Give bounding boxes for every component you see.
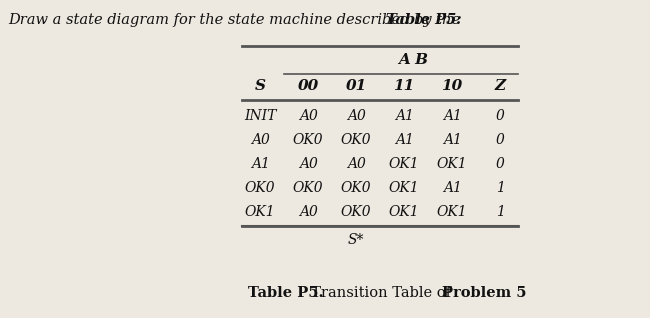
Text: OK1: OK1 <box>389 181 419 195</box>
Text: A0: A0 <box>298 157 317 171</box>
Text: A1: A1 <box>443 181 462 195</box>
Text: S: S <box>255 79 265 93</box>
Text: A0: A0 <box>298 109 317 123</box>
Text: Problem 5: Problem 5 <box>442 286 526 300</box>
Text: OK0: OK0 <box>292 181 323 195</box>
Text: OK0: OK0 <box>341 181 371 195</box>
Text: 01: 01 <box>345 79 367 93</box>
Text: A1: A1 <box>395 109 413 123</box>
Text: 0: 0 <box>495 157 504 171</box>
Text: A0: A0 <box>346 157 365 171</box>
Text: OK0: OK0 <box>244 181 276 195</box>
Text: OK1: OK1 <box>244 205 276 219</box>
Text: Draw a state diagram for the state machine described by the: Draw a state diagram for the state machi… <box>8 13 465 27</box>
Text: A0: A0 <box>346 109 365 123</box>
Text: A1: A1 <box>443 109 462 123</box>
Text: A1: A1 <box>443 133 462 147</box>
Text: Table P5:: Table P5: <box>386 13 461 27</box>
Text: 10: 10 <box>441 79 463 93</box>
Text: OK1: OK1 <box>437 205 467 219</box>
Text: Z: Z <box>495 79 506 93</box>
Text: 1: 1 <box>495 205 504 219</box>
Text: INIT: INIT <box>244 109 276 123</box>
Text: A0: A0 <box>298 205 317 219</box>
Text: A0: A0 <box>250 133 270 147</box>
Text: S*: S* <box>348 233 364 247</box>
Text: OK1: OK1 <box>389 157 419 171</box>
Text: OK1: OK1 <box>389 205 419 219</box>
Text: OK1: OK1 <box>437 157 467 171</box>
Text: OK0: OK0 <box>341 205 371 219</box>
Text: A B: A B <box>398 53 428 67</box>
Text: A1: A1 <box>395 133 413 147</box>
Text: Table P5.: Table P5. <box>248 286 324 300</box>
Text: 0: 0 <box>495 109 504 123</box>
Text: 11: 11 <box>393 79 415 93</box>
Text: OK0: OK0 <box>292 133 323 147</box>
Text: 1: 1 <box>495 181 504 195</box>
Text: Transition Table of: Transition Table of <box>302 286 456 300</box>
Text: A1: A1 <box>250 157 270 171</box>
Text: 00: 00 <box>298 79 318 93</box>
Text: 0: 0 <box>495 133 504 147</box>
Text: OK0: OK0 <box>341 133 371 147</box>
